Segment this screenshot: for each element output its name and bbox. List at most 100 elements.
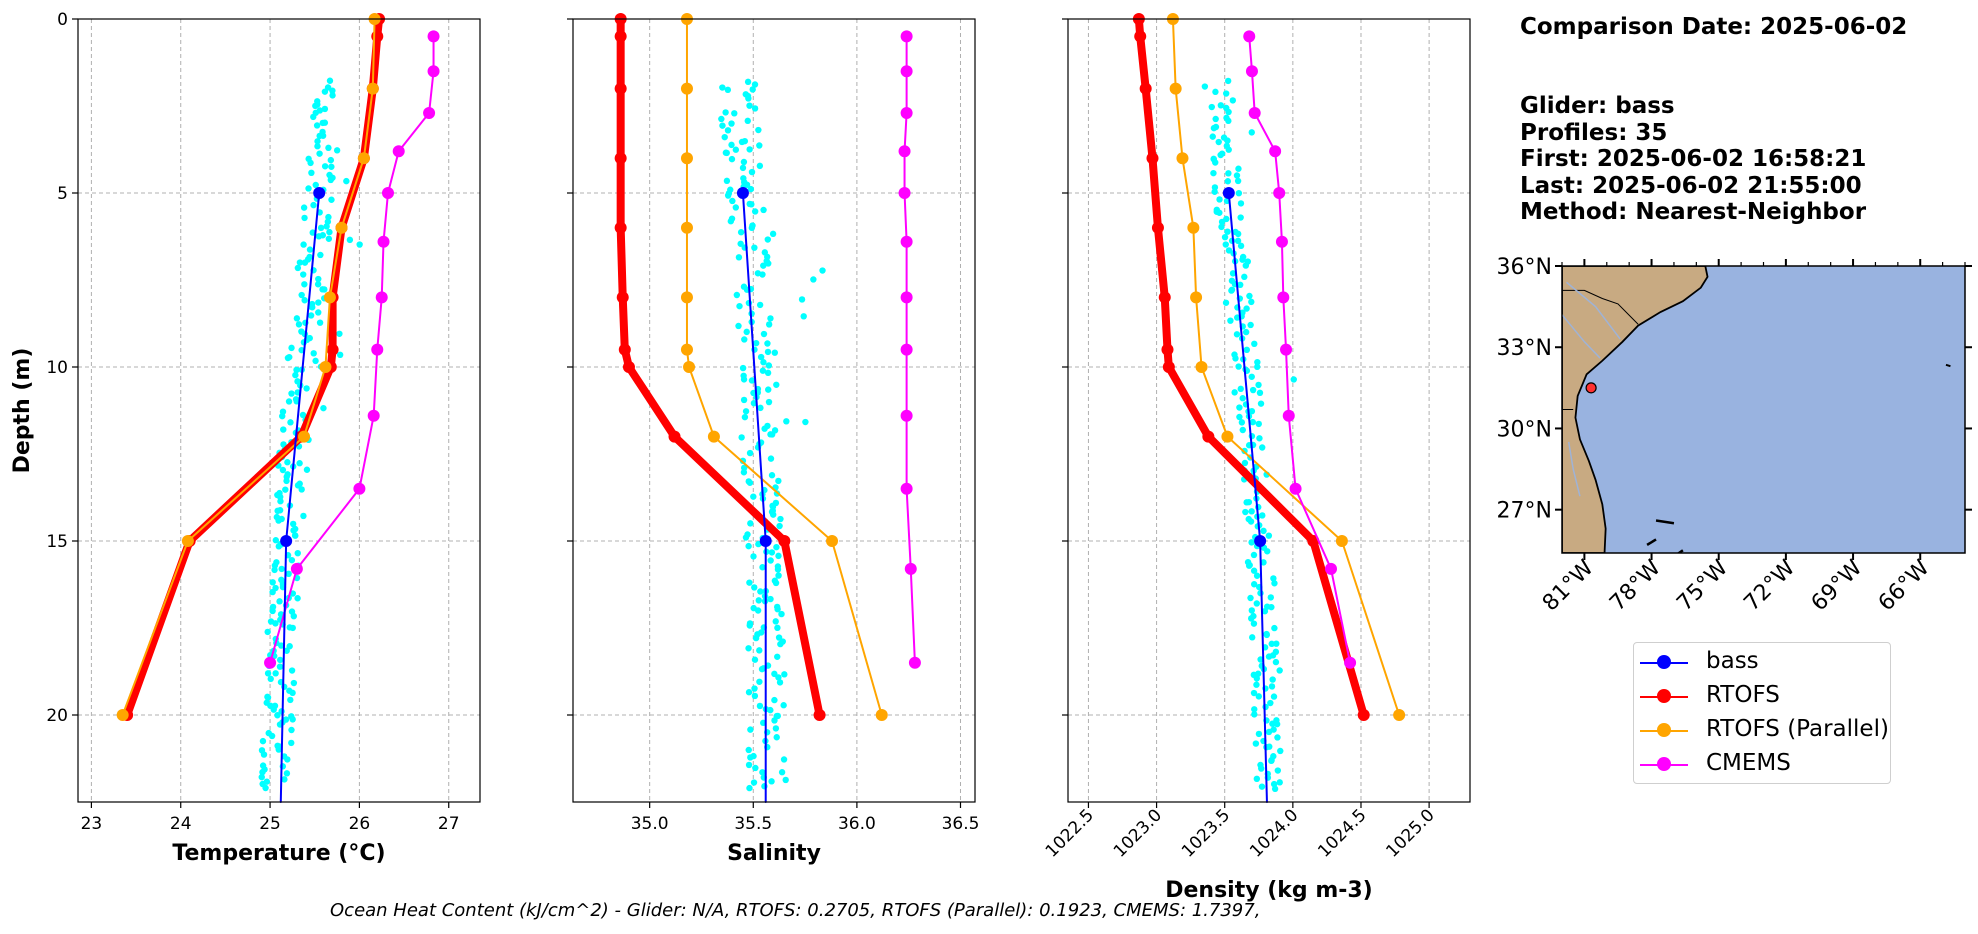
glider-point (748, 168, 756, 176)
glider-point (300, 204, 308, 211)
glider-point (751, 685, 758, 692)
glider-point (750, 779, 758, 786)
glider-point (1249, 386, 1257, 394)
glider-point (307, 312, 315, 319)
glider-point (764, 340, 771, 347)
glider-point (756, 162, 764, 170)
glider-point (1262, 703, 1269, 711)
glider-point (282, 486, 289, 493)
glider-point (1250, 620, 1258, 627)
map-river (1562, 314, 1601, 359)
map-lon-label: 75°W (1672, 555, 1733, 616)
glider-point (1271, 624, 1278, 632)
glider-point (1268, 756, 1275, 764)
glider-point (287, 419, 294, 426)
glider-point (741, 413, 749, 421)
glider-point (745, 542, 752, 550)
glider-point (760, 206, 767, 214)
glider-point (1215, 138, 1222, 146)
glider-point (1255, 693, 1262, 700)
glider-point (740, 376, 748, 383)
chart-panel-3: 1022.5 1023.0 1023.5 1024.0 1024.5 1025.0 Dens… (1042, 13, 1471, 903)
map-island (1646, 538, 1657, 546)
glider-point (300, 271, 307, 278)
glider-point (1267, 699, 1274, 707)
glider-point (756, 142, 763, 149)
axes-frame (572, 18, 976, 803)
glider-point (774, 606, 781, 613)
glider-point (1259, 444, 1266, 451)
glider-point (259, 737, 267, 745)
glider-point (750, 553, 757, 560)
glider-point (756, 647, 763, 654)
glider-point (741, 137, 749, 145)
glider-point (300, 512, 307, 520)
x-axis-label: Density (kg m-3) (1165, 878, 1373, 903)
glider-point (1248, 407, 1256, 415)
glider-point (313, 122, 321, 129)
glider-point (1274, 734, 1281, 741)
glider-point (314, 281, 322, 288)
glider-point (264, 693, 271, 701)
glider-point (746, 449, 754, 457)
glider-point (1235, 189, 1243, 197)
series-marker-rtofs (1151, 221, 1164, 234)
last-profile-time: Last: 2025-06-02 21:55:00 (1520, 172, 1862, 199)
glider-point (1268, 683, 1276, 690)
glider-point (1271, 580, 1278, 587)
glider-point (289, 716, 296, 723)
glider-point (1270, 693, 1278, 700)
profile-count: Profiles: 35 (1520, 119, 1668, 146)
legend-label-bass: bass (1706, 648, 1759, 674)
glider-point (746, 479, 754, 486)
glider-point (1211, 188, 1218, 195)
series-marker-rtofs_parallel (680, 82, 693, 95)
glider-point (745, 746, 752, 754)
glider-point (1216, 209, 1223, 216)
glider-point (305, 185, 312, 192)
glider-point (774, 624, 781, 632)
glider-point (756, 301, 764, 309)
glider-point (1248, 129, 1255, 136)
glider-point (778, 769, 786, 776)
glider-point (1241, 459, 1249, 467)
glider-point (737, 229, 745, 236)
glider-point (751, 208, 759, 215)
glider-point (800, 313, 807, 320)
glider-points (718, 78, 826, 792)
glider-point (277, 498, 284, 505)
series-marker-cmems (1275, 235, 1288, 248)
map-features (1562, 266, 1951, 553)
glider-point (1241, 273, 1248, 281)
glider-point (276, 663, 284, 670)
glider-point (1255, 381, 1262, 389)
series-marker-cmems (1280, 343, 1293, 356)
glider-point (317, 224, 325, 232)
series-marker-bass (1254, 535, 1267, 547)
y-tick-label: 15 (46, 532, 68, 552)
glider-point (772, 579, 780, 587)
glider-point (268, 732, 276, 740)
glider-point (1250, 551, 1258, 559)
glider-point (742, 408, 750, 415)
glider-point (773, 381, 780, 388)
glider-point (751, 692, 759, 700)
glider-point (743, 328, 750, 336)
glider-point (1222, 299, 1230, 306)
legend-marker-rtofs-parallel (1657, 723, 1671, 737)
glider-point (1217, 102, 1225, 109)
glider-point (739, 364, 747, 372)
glider-point (286, 643, 293, 650)
series-marker-rtofs_parallel (335, 221, 348, 234)
glider-point (284, 459, 291, 466)
glider-point (319, 232, 327, 239)
glider-point (1253, 775, 1261, 783)
glider-point (316, 319, 324, 326)
glider-point (745, 689, 753, 696)
series-marker-cmems (423, 106, 436, 119)
glider-point (281, 776, 288, 783)
series-marker-cmems (900, 291, 913, 304)
x-tick-label: 1024.0 (1246, 805, 1302, 861)
glider-point (1256, 389, 1264, 397)
glider-point (328, 196, 335, 203)
